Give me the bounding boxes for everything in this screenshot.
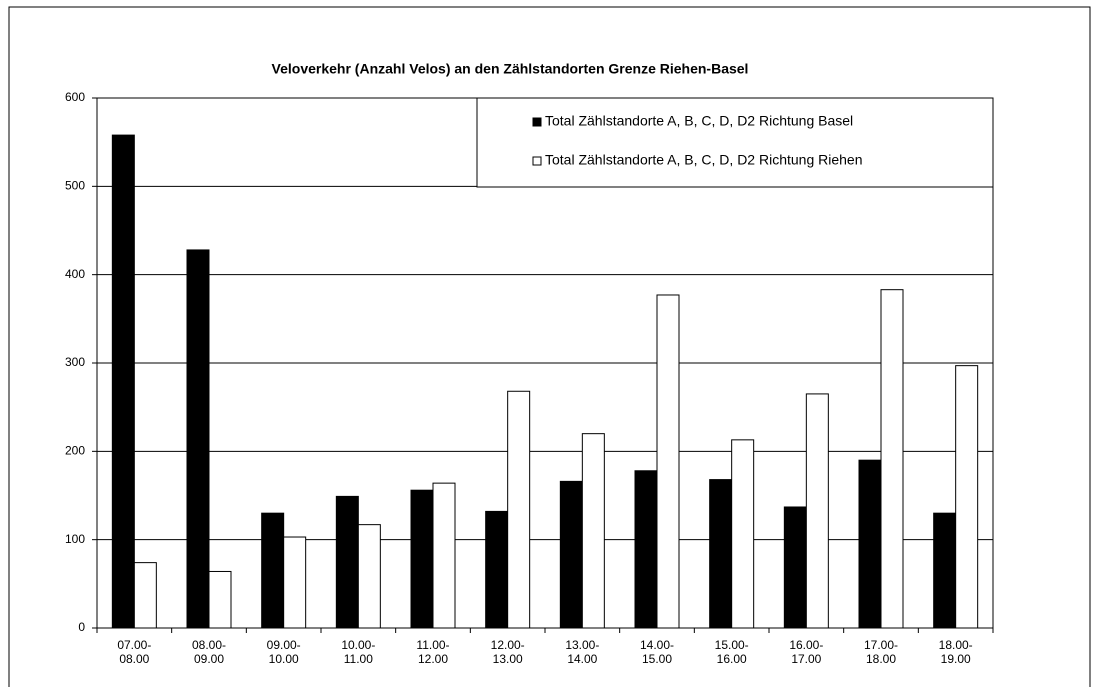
y-tick-label: 600 [65,90,85,104]
bar [634,470,658,629]
x-tick-label: 11.00-12.00 [416,638,450,666]
bar [410,489,434,629]
bar [933,512,957,629]
y-tick-label: 100 [65,532,85,546]
x-tick-label: 10.00-11.00 [341,638,376,666]
x-tick-label: 14.00-15.00 [639,638,675,666]
legend-box [476,97,994,188]
legend-swatch [532,117,542,127]
bar [805,393,829,629]
bar [208,570,232,629]
x-tick-label: 17.00-18.00 [863,638,899,666]
x-tick-label: 08.00-09.00 [191,638,227,666]
legend-label: Total Zählstandorte A, B, C, D, D2 Richt… [545,113,853,129]
bar [283,536,307,629]
x-tick-label: 16.00-17.00 [789,638,824,666]
legend-swatch [532,156,542,166]
bar [111,134,135,629]
bar [880,289,904,629]
bar [858,459,882,629]
bar [485,510,509,629]
y-tick-label: 400 [65,267,85,281]
legend-label: Total Zählstandorte A, B, C, D, D2 Richt… [545,152,863,168]
chart-title: Veloverkehr (Anzahl Velos) an den Zählst… [272,61,749,77]
bar [133,562,157,629]
x-tick-label: 07.00-08.00 [117,638,152,666]
bar [581,433,605,629]
bar [357,524,381,629]
x-tick-label: 09.00-10.00 [266,638,301,666]
bar [955,365,979,629]
x-tick-label: 18.00-19.00 [938,638,973,666]
y-tick-label: 300 [65,355,85,369]
bar [432,482,456,629]
bar [507,390,531,629]
bar [656,294,680,629]
x-tick-label: 12.00-13.00 [490,638,525,666]
bar [186,249,210,629]
bar [709,479,733,629]
x-tick-label: 15.00-16.00 [714,638,749,666]
bar [335,495,359,629]
bar [783,506,807,629]
y-tick-label: 500 [65,179,85,193]
bar [559,480,583,629]
bar [731,439,755,629]
bar [261,512,285,629]
frame [8,6,1091,687]
x-tick-label: 13.00-14.00 [565,638,600,666]
y-tick-label: 200 [65,444,85,458]
y-tick-label: 0 [78,620,85,634]
